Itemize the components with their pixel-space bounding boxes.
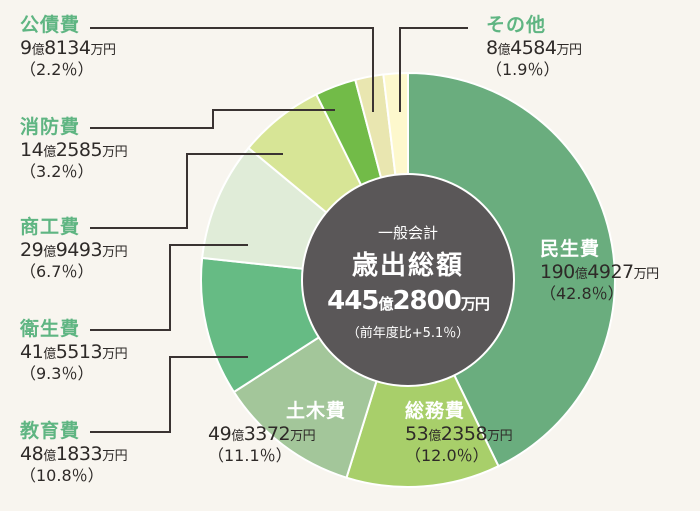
leader-sonota xyxy=(399,27,468,112)
center-subtitle: 一般会計 xyxy=(377,223,438,242)
label-sonota: その他 8億4584万円 （1.9％） xyxy=(486,14,582,79)
label-name: 商工費 xyxy=(20,216,81,238)
label-name: 民生費 xyxy=(540,238,601,260)
label-kyoiku: 教育費 48億1833万円 （10.8％） xyxy=(20,420,128,485)
leader-shoko xyxy=(90,153,283,229)
label-kosai: 公債費 9億8134万円 （2.2％） xyxy=(20,14,116,79)
label-minsei: 民生費 190億4927万円 （42.8％） xyxy=(540,238,659,303)
label-amount: 8億4584万円 xyxy=(486,36,582,59)
label-shoko: 商工費 29億9493万円 （6.7％） xyxy=(20,216,128,281)
label-percent: （1.9％） xyxy=(486,59,560,79)
label-name: 総務費 xyxy=(405,400,466,422)
label-name: 公債費 xyxy=(20,14,81,36)
total-man: 2800 xyxy=(392,285,461,316)
label-name: 消防費 xyxy=(20,116,81,138)
label-doboku: 土木費 49億3372万円 （11.1％） xyxy=(208,400,346,465)
leader-eisei xyxy=(90,244,248,331)
leader-lines xyxy=(90,27,468,433)
center-title: 歳出総額 xyxy=(351,250,464,281)
label-amount: 41億5513万円 xyxy=(20,340,128,363)
label-percent: （9.3％） xyxy=(20,363,94,383)
total-oku-unit: 億 xyxy=(378,294,393,313)
center-total: 445億2800万円 xyxy=(327,285,490,316)
label-eisei: 衛生費 41億5513万円 （9.3％） xyxy=(20,318,128,383)
label-percent: （42.8％） xyxy=(540,283,624,303)
center-change: （前年度比+5.1％） xyxy=(346,325,470,341)
label-amount: 29億9493万円 xyxy=(20,238,128,261)
label-name: 土木費 xyxy=(286,400,347,422)
label-shobo: 消防費 14億2585万円 （3.2％） xyxy=(20,116,128,181)
label-amount: 53億2358万円 xyxy=(405,422,513,445)
label-percent: （6.7％） xyxy=(20,261,94,281)
label-amount: 190億4927万円 xyxy=(540,260,659,283)
label-name: 教育費 xyxy=(20,420,81,442)
label-percent: （3.2％） xyxy=(20,161,94,181)
label-percent: （11.1％） xyxy=(208,445,292,465)
label-amount: 9億8134万円 xyxy=(20,36,116,59)
leader-kyoiku xyxy=(90,356,248,433)
label-percent: （12.0％） xyxy=(405,445,489,465)
leader-kosai xyxy=(90,27,374,112)
label-percent: （10.8％） xyxy=(20,465,104,485)
label-amount: 48億1833万円 xyxy=(20,442,128,465)
total-oku: 445 xyxy=(327,285,379,316)
label-name: 衛生費 xyxy=(20,318,81,340)
total-man-unit: 万円 xyxy=(460,294,490,313)
center-summary: 一般会計 歳出総額 445億2800万円 （前年度比+5.1％） xyxy=(302,175,514,387)
label-percent: （2.2％） xyxy=(20,59,94,79)
label-somu: 総務費 53億2358万円 （12.0％） xyxy=(405,400,513,465)
label-name: その他 xyxy=(486,14,547,36)
center-hole xyxy=(301,173,515,387)
label-amount: 14億2585万円 xyxy=(20,138,128,161)
leader-shobo xyxy=(90,109,335,129)
label-amount: 49億3372万円 xyxy=(208,422,316,445)
